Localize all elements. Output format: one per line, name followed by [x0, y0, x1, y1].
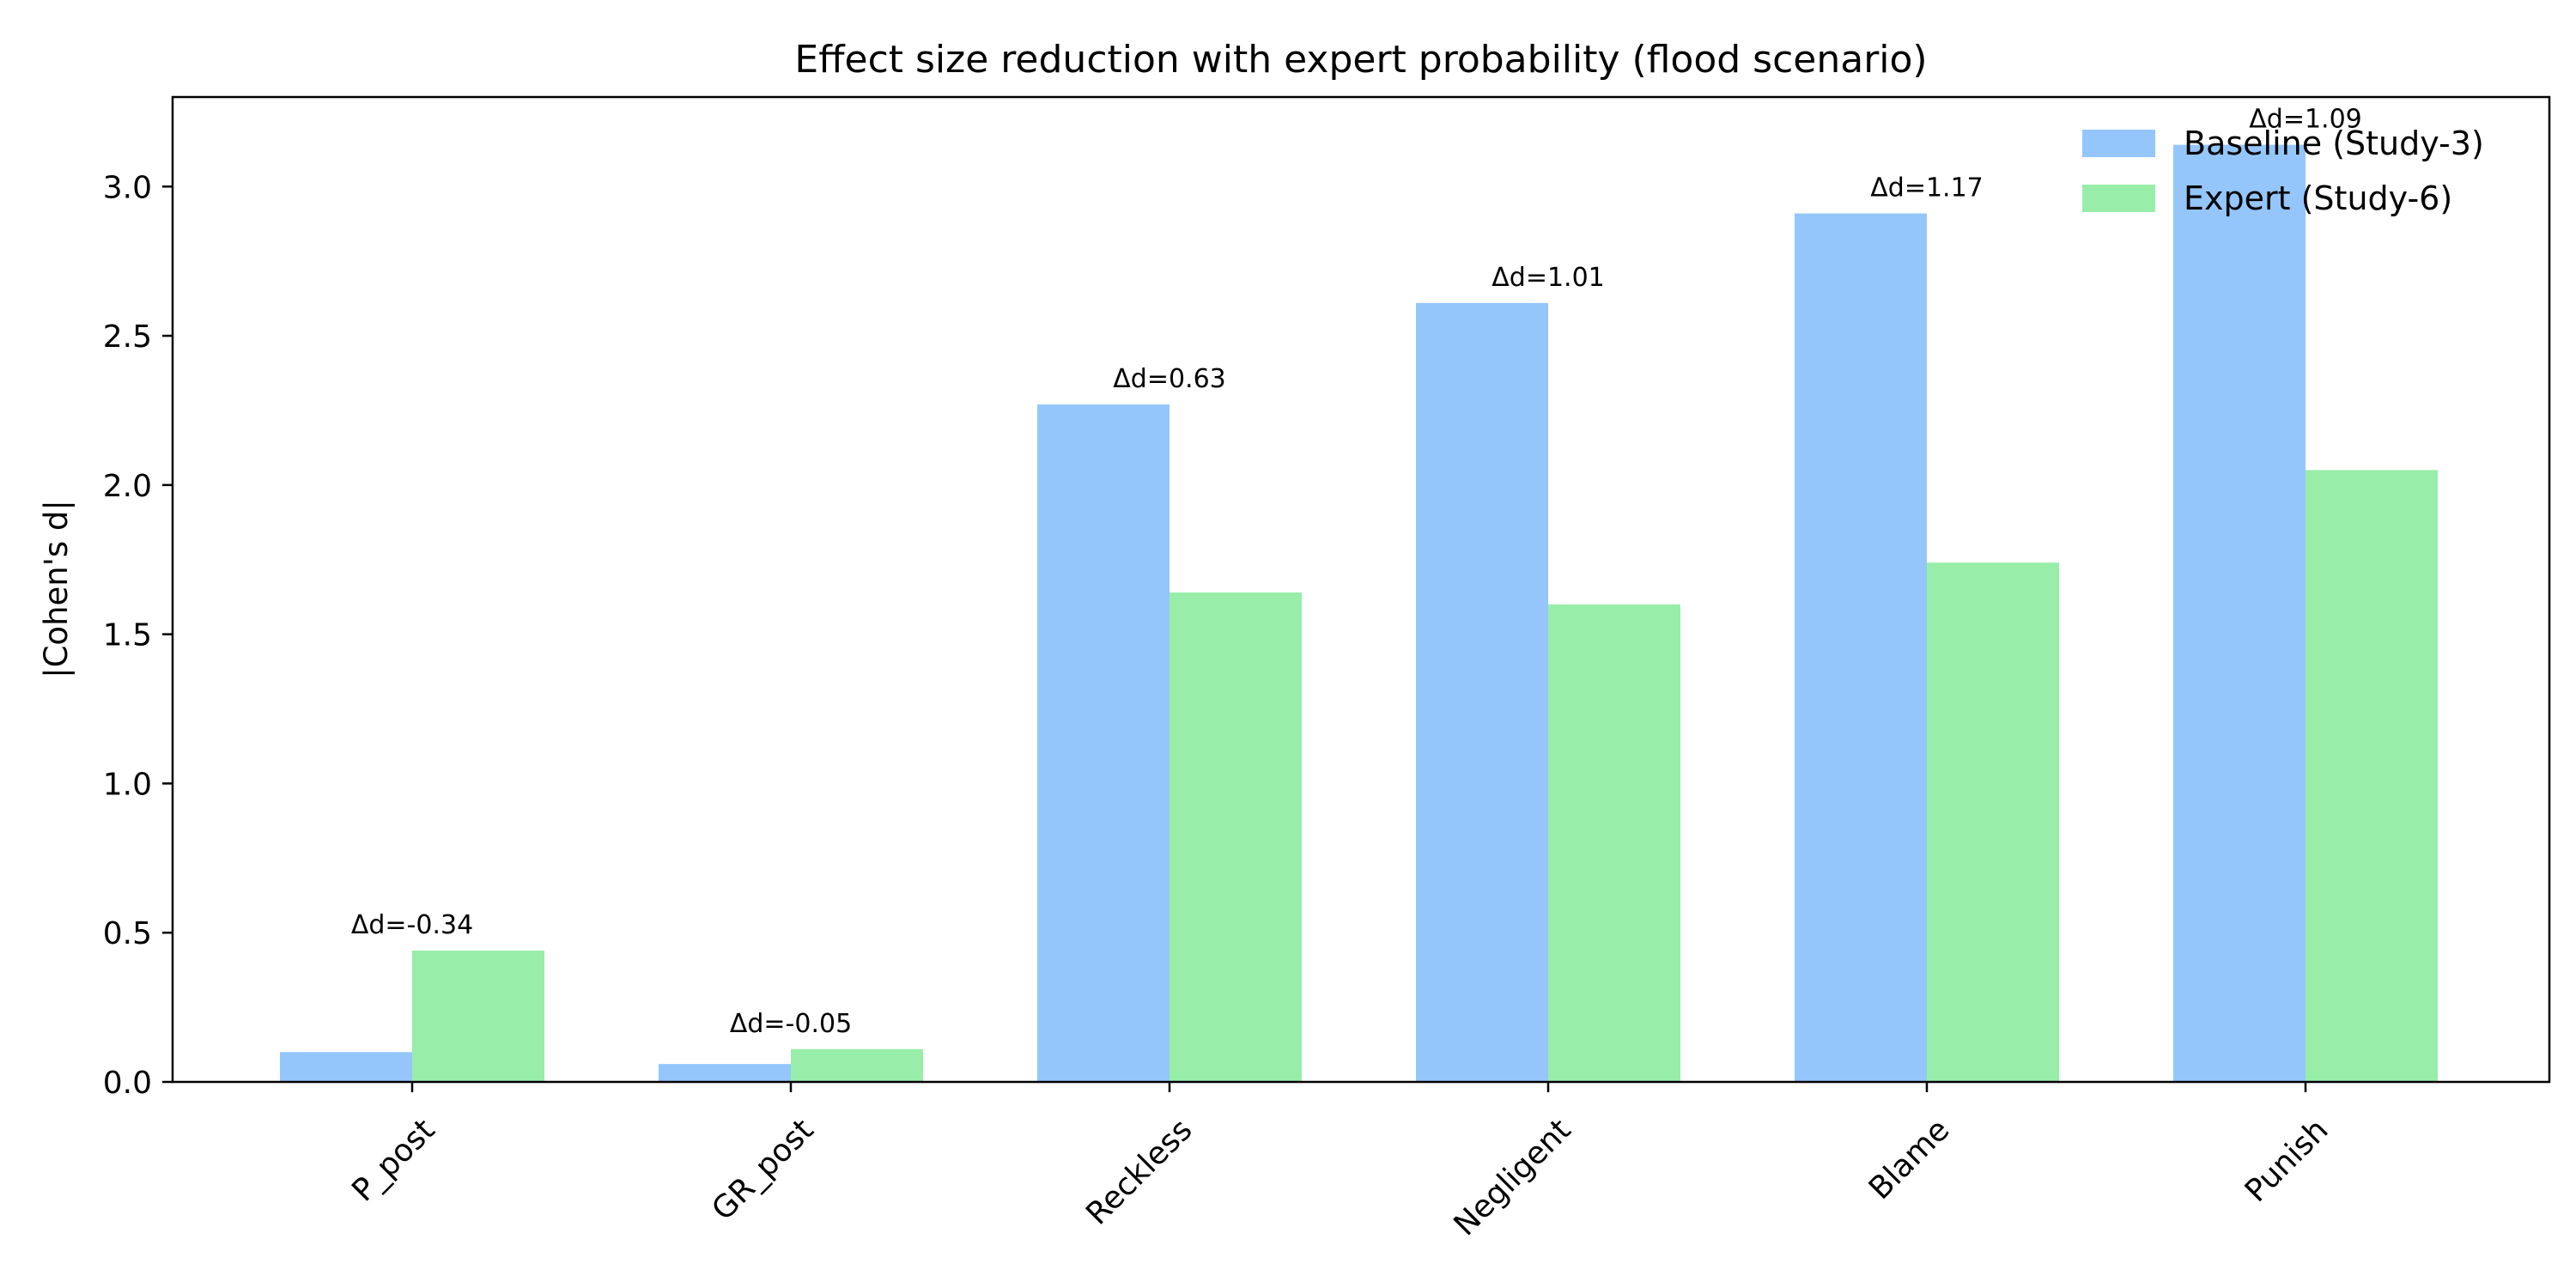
bar-baseline-negligent — [1416, 302, 1548, 1082]
bar-baseline-gr-post — [659, 1064, 791, 1082]
x-tick-label: Blame — [1862, 1112, 1957, 1206]
bar-expert-blame — [1927, 562, 2059, 1082]
delta-annotation: Δd=-0.05 — [730, 1009, 852, 1039]
bar-baseline-blame — [1795, 213, 1927, 1082]
bar-expert-gr-post — [791, 1048, 923, 1082]
y-tick-label: 1.5 — [103, 618, 152, 653]
legend-swatch-expert — [2082, 185, 2155, 212]
chart-title: Effect size reduction with expert probab… — [794, 38, 1927, 82]
x-tick-label: Negligent — [1448, 1112, 1578, 1242]
bar-expert-p-post — [412, 951, 544, 1082]
y-tick-label: 2.0 — [103, 469, 152, 504]
y-tick-label: 0.5 — [103, 916, 152, 951]
y-tick-label: 2.5 — [103, 319, 152, 355]
y-tick-label: 0.0 — [103, 1066, 152, 1101]
y-tick-label: 3.0 — [103, 170, 152, 205]
x-tick-label: P_post — [345, 1112, 441, 1208]
delta-annotation: Δd=1.17 — [1870, 173, 1984, 204]
legend-swatch-baseline — [2082, 130, 2155, 157]
delta-annotations: Δd=-0.34 Δd=-0.05 Δd=0.63 Δd=1.01 Δd=1.17 Δd=… — [351, 105, 2362, 1039]
x-tick-label: GR_post — [705, 1112, 820, 1227]
delta-annotation: Δd=1.09 — [2249, 105, 2362, 135]
bar-expert-reckless — [1170, 592, 1302, 1082]
delta-annotation: Δd=0.63 — [1113, 364, 1226, 394]
bar-baseline-p-post — [280, 1052, 412, 1082]
bar-expert-punish — [2306, 470, 2438, 1082]
y-axis-label: |Cohen's d| — [38, 500, 75, 678]
bar-baseline-reckless — [1037, 404, 1170, 1082]
y-axis: 0.0 0.5 1.0 1.5 2.0 2.5 3.0 — [103, 170, 173, 1101]
delta-annotation: Δd=-0.34 — [351, 910, 473, 940]
bars-group — [280, 144, 2438, 1083]
x-tick-label: Punish — [2239, 1112, 2336, 1209]
legend: Baseline (Study-3) Expert (Study-6) — [2082, 125, 2484, 217]
bar-baseline-punish — [2173, 144, 2306, 1083]
x-tick-label: Reckless — [1079, 1112, 1199, 1231]
legend-label-baseline: Baseline (Study-3) — [2184, 125, 2484, 162]
y-tick-label: 1.0 — [103, 767, 152, 802]
bar-expert-negligent — [1548, 604, 1680, 1082]
legend-label-expert: Expert (Study-6) — [2184, 179, 2452, 217]
x-axis: P_post GR_post Reckless Negligent Blame Punis… — [345, 1082, 2335, 1242]
plot-frame — [171, 95, 2551, 1084]
delta-annotation: Δd=1.01 — [1492, 263, 1605, 293]
